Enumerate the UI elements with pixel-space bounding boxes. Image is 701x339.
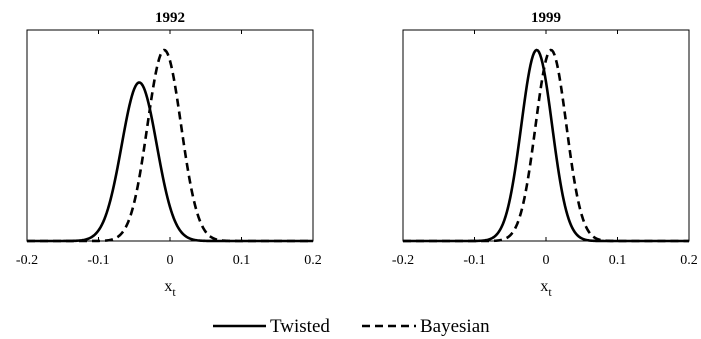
series-line-bayesian	[27, 48, 313, 243]
series-line-bayesian	[403, 48, 689, 243]
x-axis-label: xt	[540, 278, 552, 299]
series-line-twisted	[403, 48, 689, 243]
legend-item-bayesian: Bayesian	[362, 316, 490, 337]
x-tick-label: -0.2	[392, 253, 414, 268]
x-tick-label: 0.2	[304, 253, 322, 268]
x-tick-label: -0.1	[87, 253, 109, 268]
series-line-twisted	[27, 81, 313, 243]
plot-area	[27, 48, 313, 243]
x-tick-label: 0.1	[609, 253, 627, 268]
panel-1999: 1999 -0.2 -0.1 0 0.1 0.2 xt	[392, 10, 698, 299]
x-tick-label: 0	[167, 253, 174, 268]
legend-item-twisted: Twisted	[213, 316, 330, 337]
panel-title: 1992	[155, 10, 185, 26]
x-tick-label: -0.1	[463, 253, 485, 268]
legend-label: Twisted	[270, 316, 330, 337]
legend: Twisted Bayesian	[213, 316, 490, 337]
panel-title: 1999	[531, 10, 561, 26]
x-tick-label: 0.2	[680, 253, 698, 268]
plot-area	[403, 48, 689, 243]
x-tick-label: 0.1	[233, 253, 251, 268]
x-axis: -0.2 -0.1 0 0.1 0.2	[16, 30, 322, 268]
x-tick-label: -0.2	[16, 253, 38, 268]
panel-1992: 1992 -0.2 -0.1 0 0.1 0.2 xt	[16, 10, 322, 299]
x-tick-label: 0	[543, 253, 550, 268]
x-axis: -0.2 -0.1 0 0.1 0.2	[392, 30, 698, 268]
x-axis-label: xt	[164, 278, 176, 299]
legend-label: Bayesian	[420, 316, 490, 337]
